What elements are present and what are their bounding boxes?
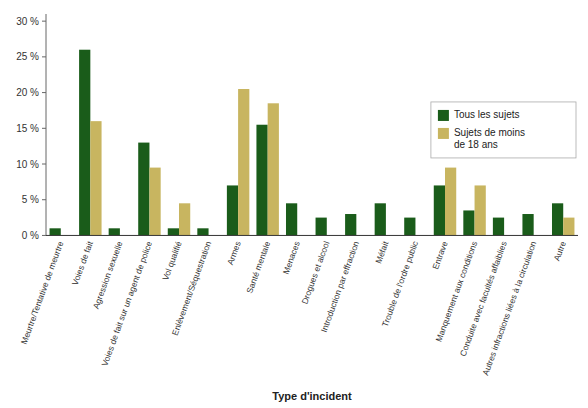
bar <box>445 168 456 236</box>
x-tick-label: Drogues et alcool <box>299 240 331 306</box>
bar <box>197 228 208 235</box>
y-tick-label: 10 % <box>16 159 39 170</box>
bar <box>256 125 267 236</box>
bar <box>79 50 90 236</box>
x-axis-line <box>46 235 578 236</box>
bar <box>168 228 179 235</box>
x-tick-label: Méfait <box>373 239 391 265</box>
bar <box>138 143 149 236</box>
y-tick-label: 15 % <box>16 123 39 134</box>
x-tick-label: Autre <box>552 239 568 262</box>
bar <box>475 185 486 235</box>
bar <box>179 203 190 235</box>
legend: Tous les sujets Sujets de moinsde 18 ans <box>431 102 576 158</box>
bar <box>227 185 238 235</box>
x-tick-labels: Meurtre/Tentative de meurtreVoies de fai… <box>19 239 568 377</box>
bar <box>238 89 249 235</box>
bar <box>50 228 61 235</box>
bar <box>463 210 474 235</box>
y-tick-label: 0 % <box>22 230 39 241</box>
bar <box>286 203 297 235</box>
y-tick <box>42 56 46 57</box>
legend-swatch <box>438 110 449 121</box>
bar <box>316 218 327 236</box>
x-axis-title: Type d'incident <box>272 390 352 402</box>
y-tick <box>42 92 46 93</box>
y-tick-label: 25 % <box>16 51 39 62</box>
x-tick-label: Voies de fait sur un agent de police <box>99 239 154 367</box>
bar <box>375 203 386 235</box>
x-tick-label: Trouble de l'ordre public <box>380 239 421 328</box>
bar <box>345 214 356 235</box>
y-tick <box>42 235 46 236</box>
bar <box>149 168 160 236</box>
bar <box>434 185 445 235</box>
x-tick-label: Entrave <box>430 239 450 270</box>
x-tick-label: Introduction par effraction <box>319 239 361 333</box>
x-tick-label: Santé mentale <box>244 239 272 294</box>
chart: Meurtre/Tentative de meurtreVoies de fai… <box>0 0 588 408</box>
y-tick <box>42 164 46 165</box>
bar <box>109 228 120 235</box>
x-tick-label: Menaces <box>281 240 302 276</box>
bar <box>522 214 533 235</box>
bar <box>493 218 504 236</box>
bar <box>90 121 101 235</box>
x-tick-label: Armes <box>225 240 243 267</box>
y-tick-label: 5 % <box>22 194 39 205</box>
y-axis: 0 % 5 % 10 % 15 % 20 % 25 % 30 % <box>16 14 46 241</box>
x-tick-label: Autres infractions liées à la circulatio… <box>480 239 538 376</box>
legend-label: Sujets de moinsde 18 ans <box>454 127 525 150</box>
x-tick-label: Meurtre/Tentative de meurtre <box>19 239 66 345</box>
y-tick <box>42 21 46 22</box>
y-tick-label: 20 % <box>16 87 39 98</box>
legend-frame <box>431 102 576 158</box>
y-tick <box>42 199 46 200</box>
y-tick <box>42 128 46 129</box>
x-tick-label: Voies de fait <box>70 239 95 287</box>
x-tick-label: Agression sexuelle <box>91 239 125 310</box>
bars <box>50 50 575 236</box>
x-tick-label: Enlèvement/Séquestration <box>170 239 214 336</box>
bar <box>563 218 574 236</box>
y-axis-line <box>46 14 47 235</box>
bar <box>404 218 415 236</box>
bar <box>268 103 279 235</box>
legend-label: Tous les sujets <box>454 109 520 120</box>
bar <box>552 203 563 235</box>
y-tick-label: 30 % <box>16 16 39 27</box>
legend-swatch <box>438 128 449 139</box>
x-tick-label: Vol qualifié <box>160 239 184 281</box>
